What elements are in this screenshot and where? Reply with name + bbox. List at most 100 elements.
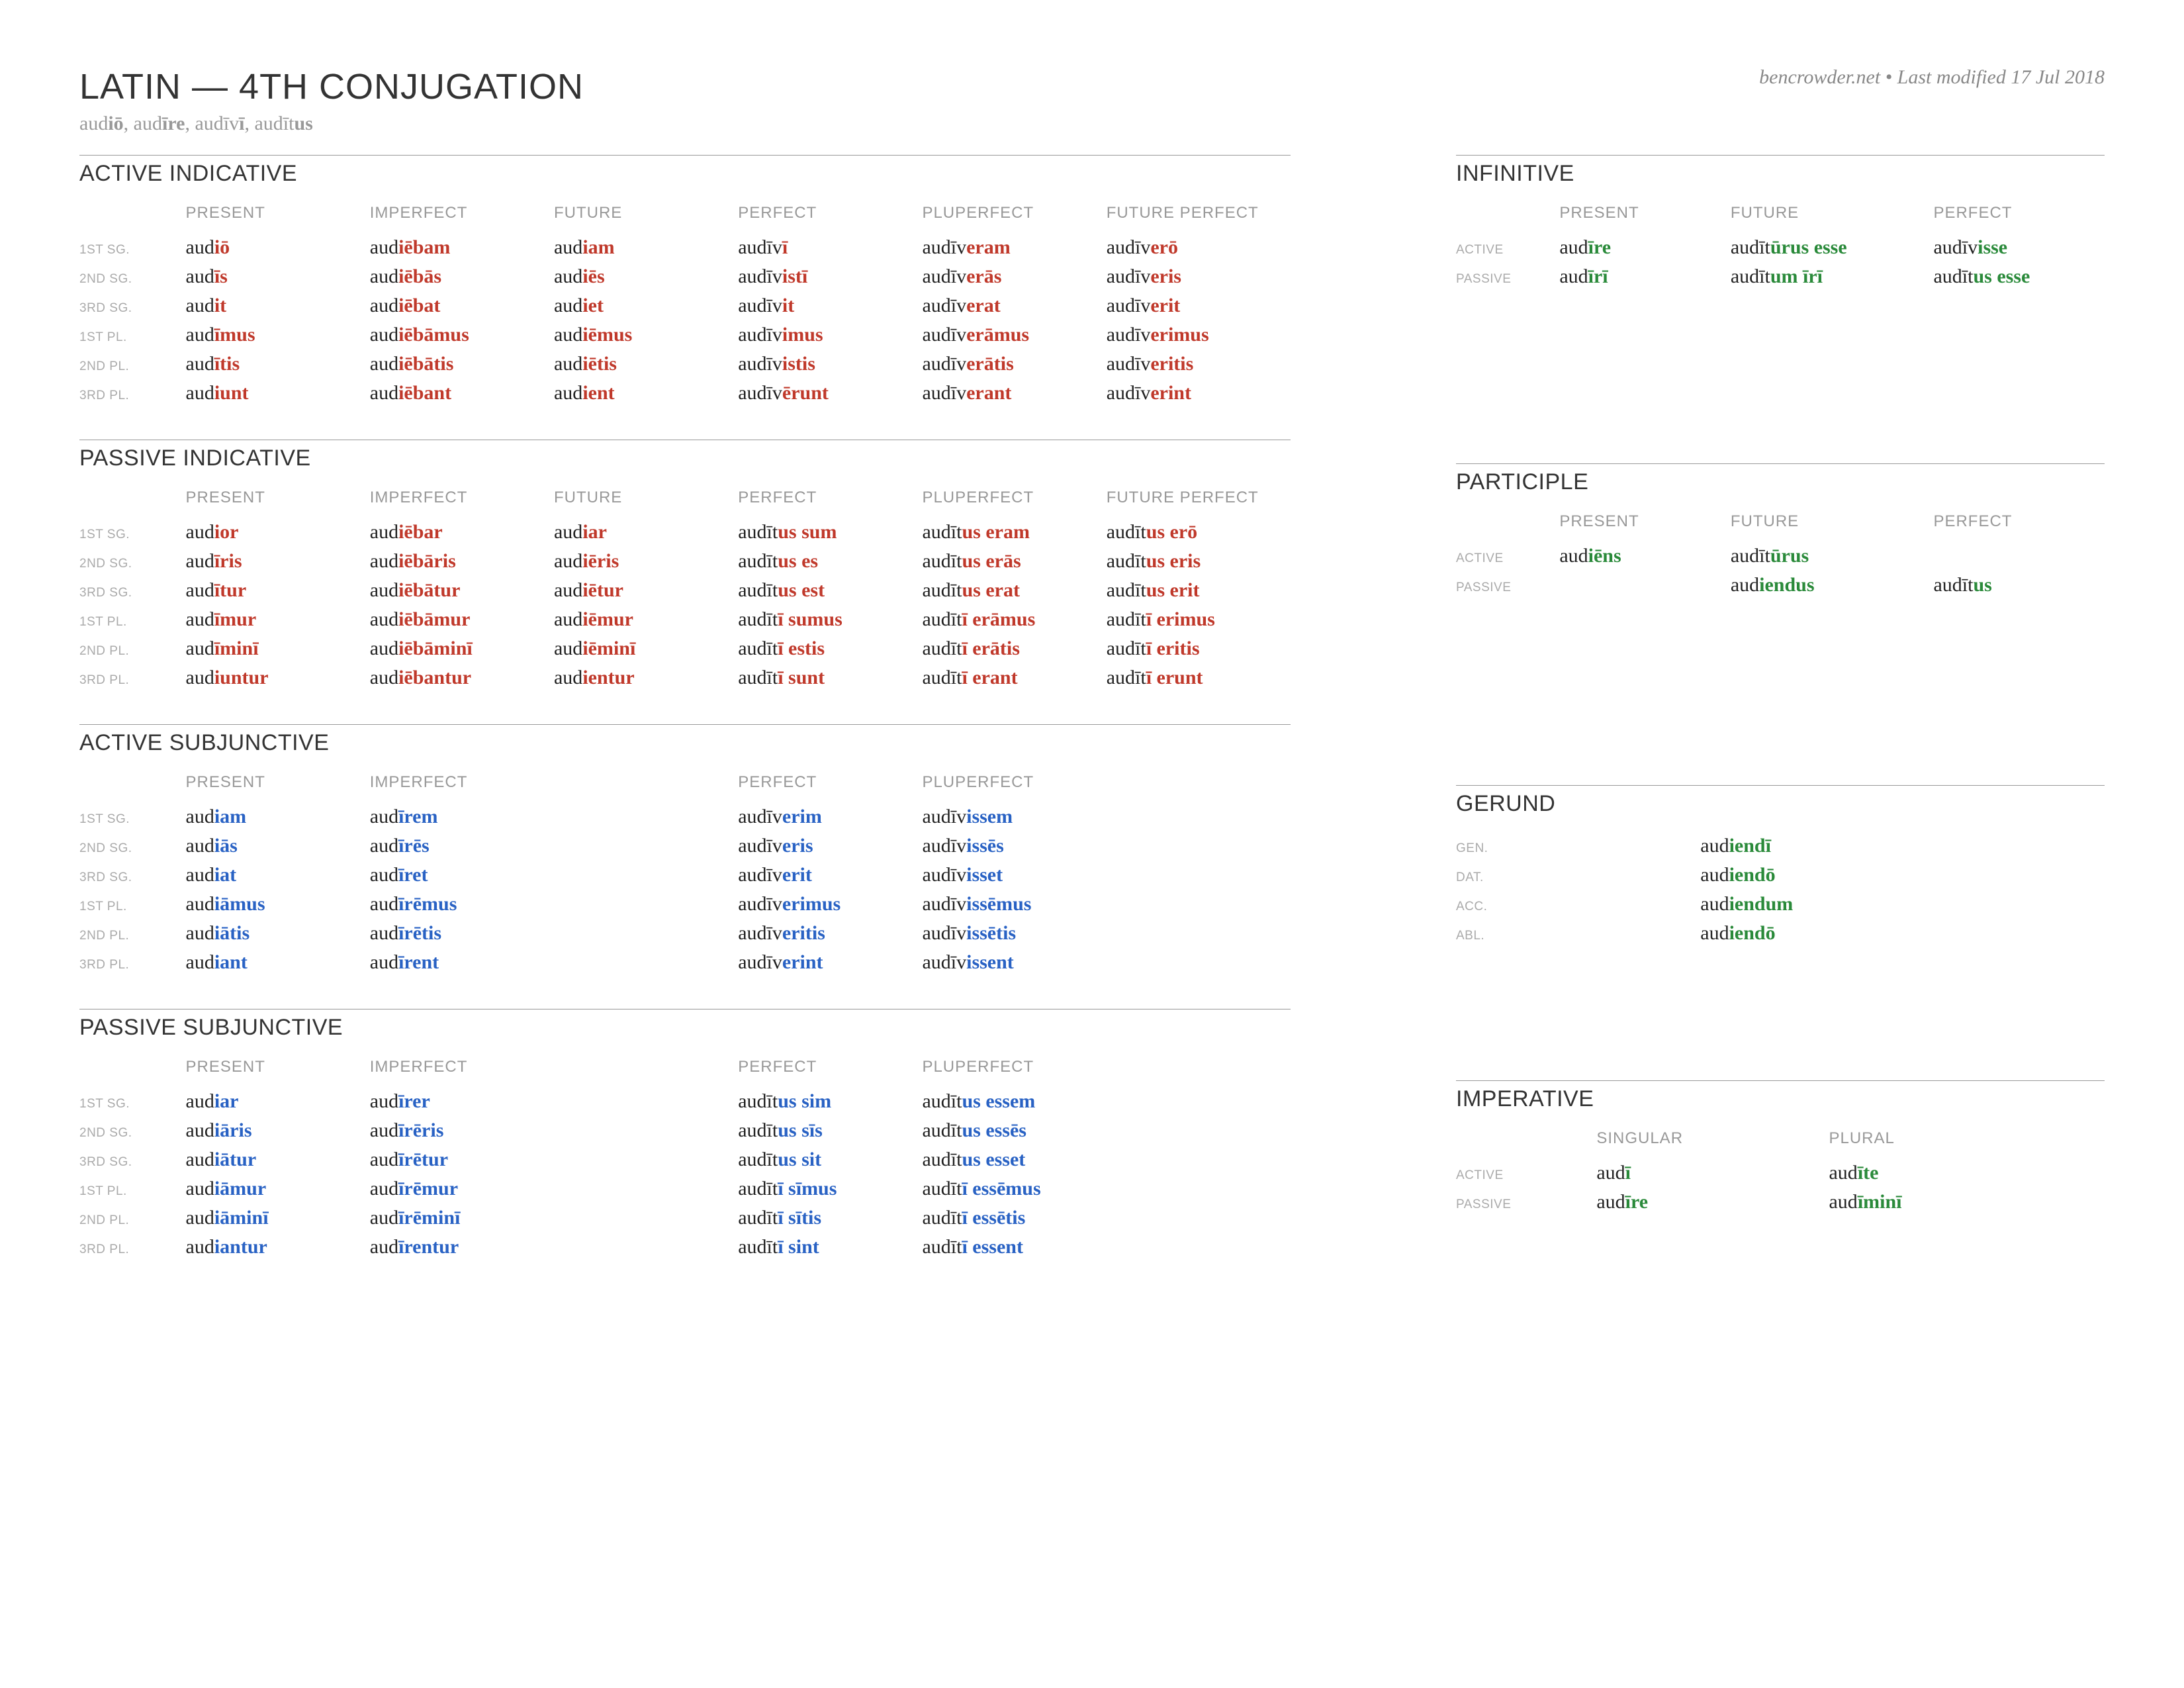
empty-cell [1107,1233,1291,1262]
conjugation-cell: audīminī [186,634,370,663]
conjugation-cell: audīveris [738,831,922,861]
conjugation-cell: audītis [186,350,370,379]
conjugation-cell: audiēmur [554,605,738,634]
col-header: PRESENT [1559,201,1731,233]
conjugation-cell: audiēbar [370,518,554,547]
conjugation-cell: audiēbantur [370,663,554,692]
conjugation-cell: audiēminī [554,634,738,663]
row-label: 1ST SG. [79,518,186,547]
empty-cell [554,890,738,919]
empty-cell [1933,541,2105,571]
conjugation-cell: audītī sunt [738,663,922,692]
empty-cell [554,831,738,861]
row-label: 1ST SG. [79,1087,186,1116]
conjugation-cell: audiēbat [370,291,554,320]
conjugation-cell: audīveritis [738,919,922,948]
conjugation-cell: audītur [186,576,370,605]
row-label: ABL. [1456,919,1700,948]
conjugation-cell: audīris [186,547,370,576]
conjugation-cell: audītum īrī [1731,262,1934,291]
row-label: PASSIVE [1456,571,1559,600]
conjugation-cell: audiās [186,831,370,861]
row-label: 1ST SG. [79,233,186,262]
conjugation-cell: audītus essem [922,1087,1106,1116]
conjugation-cell: audīvissem [922,802,1106,831]
col-header: FUTURE [1731,201,1934,233]
empty-cell [554,1116,738,1145]
conjugation-cell: audītī erātis [922,634,1106,663]
conjugation-cell: audientur [554,663,738,692]
section-title: PARTICIPLE [1456,463,2105,495]
conjugation-cell: audiētur [554,576,738,605]
conjugation-cell: audīverātis [922,350,1106,379]
empty-cell [1107,1174,1291,1203]
row-label: 2ND PL. [79,1203,186,1233]
conjugation-cell: audiēbāris [370,547,554,576]
row-label: 1ST PL. [79,605,186,634]
conjugation-cell: audit [186,291,370,320]
conjugation-cell: audīvī [738,233,922,262]
conjugation-cell: audītus esse [1933,262,2105,291]
conjugation-cell: audīverāmus [922,320,1106,350]
conjugation-cell: audītus erat [922,576,1106,605]
conjugation-cell: audīrentur [370,1233,554,1262]
conjugation-cell: audior [186,518,370,547]
conjugation-table: PRESENTFUTUREPERFECTACTIVEaudiēnsaudītūr… [1456,510,2105,600]
conjugation-cell: audītī sint [738,1233,922,1262]
section-passive-subjunctive: PASSIVE SUBJUNCTIVEPRESENTIMPERFECTPERFE… [79,1009,1291,1262]
conjugation-cell: audiēbātis [370,350,554,379]
conjugation-cell: audīvissētis [922,919,1106,948]
tense-header: PLUPERFECT [922,771,1106,802]
conjugation-cell: audīverint [738,948,922,977]
conjugation-cell: audīverit [1107,291,1291,320]
conjugation-cell: audīveram [922,233,1106,262]
left-column: ACTIVE INDICATIVEPRESENTIMPERFECTFUTUREP… [79,155,1291,1293]
conjugation-cell: audītus sit [738,1145,922,1174]
row-label: 3RD PL. [79,663,186,692]
conjugation-cell: audiendī [1700,831,2105,861]
conjugation-cell: audiunt [186,379,370,408]
tense-header: PRESENT [186,1055,370,1087]
conjugation-cell: audītus erās [922,547,1106,576]
section-participle: PARTICIPLE PRESENTFUTUREPERFECTACTIVEaudi… [1456,463,2105,600]
section-active-subjunctive: ACTIVE SUBJUNCTIVEPRESENTIMPERFECTPERFEC… [79,724,1291,977]
conjugation-cell: audīre [1559,233,1731,262]
tense-header: FUTURE [554,486,738,518]
conjugation-cell: audītus sum [738,518,922,547]
section-active-indicative: ACTIVE INDICATIVEPRESENTIMPERFECTFUTUREP… [79,155,1291,408]
col-header: PLURAL [1829,1127,2105,1158]
conjugation-cell: audiātis [186,919,370,948]
empty-cell [554,948,738,977]
conjugation-cell: audient [554,379,738,408]
col-header: PERFECT [1933,510,2105,541]
conjugation-cell: audiendum [1700,890,2105,919]
conjugation-cell: audītus [1933,571,2105,600]
empty-cell [1107,1203,1291,1233]
empty-cell [1107,948,1291,977]
conjugation-cell: audīverat [922,291,1106,320]
conjugation-cell: audiēmus [554,320,738,350]
conjugation-cell: audīvistis [738,350,922,379]
conjugation-cell: audītus eris [1107,547,1291,576]
tense-header: FUTURE [554,201,738,233]
section-title: GERUND [1456,785,2105,817]
section-infinitive: INFINITIVEPRESENTFUTUREPERFECTACTIVEaudī… [1456,155,2105,291]
conjugation-cell: audīre [1596,1188,1829,1217]
col-header: PERFECT [1933,201,2105,233]
conjugation-cell: audiant [186,948,370,977]
conjugation-cell: audiendō [1700,861,2105,890]
empty-cell [554,802,738,831]
empty-cell [554,1174,738,1203]
conjugation-cell: audiēbāmur [370,605,554,634]
conjugation-cell: audīvērunt [738,379,922,408]
row-label: 1ST PL. [79,890,186,919]
empty-cell [554,1233,738,1262]
conjugation-cell: audītī erāmus [922,605,1106,634]
empty-cell [1559,571,1731,600]
empty-cell [554,1087,738,1116]
tense-header: PLUPERFECT [922,201,1106,233]
conjugation-cell: audītī sīmus [738,1174,922,1203]
conjugation-cell: audīverimus [1107,320,1291,350]
conjugation-cell: audītī estis [738,634,922,663]
conjugation-cell: audīvisse [1933,233,2105,262]
